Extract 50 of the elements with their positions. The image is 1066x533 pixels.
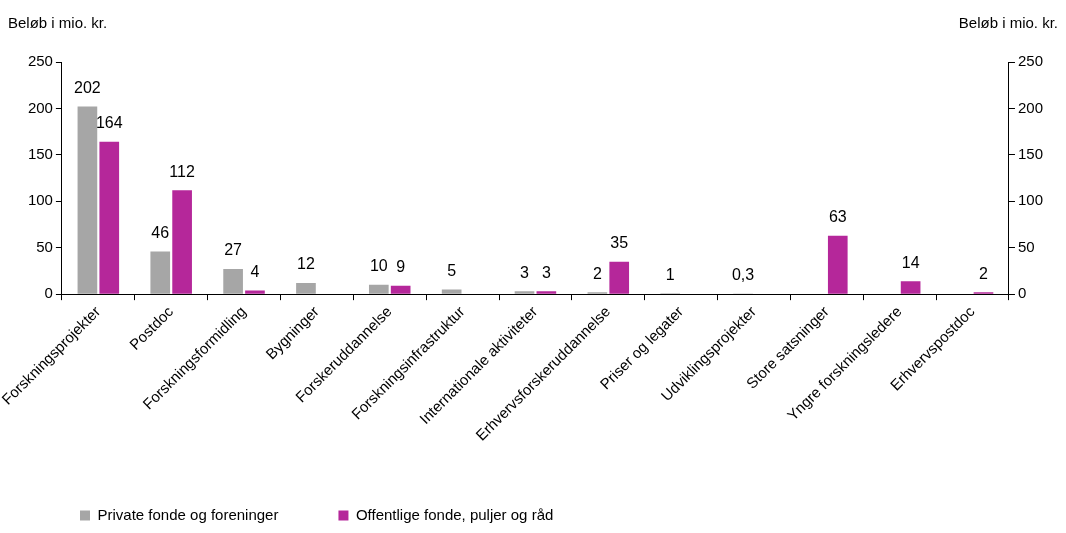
- data-label: 4: [250, 262, 260, 280]
- bar: [172, 190, 192, 294]
- bar: [99, 141, 120, 294]
- y-tick-label: 250: [27, 52, 53, 70]
- data-label: 27: [224, 241, 243, 259]
- bar: [609, 261, 630, 294]
- y2-tick-label: 150: [1017, 145, 1043, 162]
- bar: [223, 269, 243, 294]
- y2-tick-label: 50: [1017, 237, 1035, 255]
- y-tick-label: 100: [27, 191, 53, 209]
- y2-tick-label: 0: [1017, 284, 1027, 302]
- y-tick-label: 50: [36, 237, 53, 255]
- data-label: 14: [901, 253, 920, 271]
- legend-label: Offentlige fonde, puljer og råd: [355, 505, 554, 523]
- data-label: 2: [979, 264, 989, 282]
- bar: [390, 285, 411, 294]
- data-label: 5: [447, 261, 457, 279]
- y2-axis-title: Beløb i mio. kr.: [958, 14, 1058, 31]
- data-label: 3: [541, 263, 551, 281]
- y-axis-title: Beløb i mio. kr.: [8, 14, 108, 31]
- bar: [150, 251, 171, 294]
- y2-tick-label: 100: [1017, 191, 1043, 209]
- y-tick-label: 0: [44, 284, 53, 302]
- y-tick-label: 150: [27, 145, 53, 162]
- bar: [245, 290, 265, 294]
- data-label: 35: [610, 234, 629, 252]
- data-label: 12: [297, 255, 315, 273]
- data-label: 1: [665, 265, 675, 283]
- bar: [368, 284, 389, 294]
- y-tick-label: 200: [27, 98, 53, 116]
- data-label: 63: [828, 208, 847, 226]
- bar: [900, 281, 921, 294]
- data-label: 112: [169, 162, 195, 180]
- data-label: 10: [369, 257, 388, 275]
- data-label: 2: [592, 264, 602, 282]
- bar: [827, 235, 848, 294]
- bar: [536, 291, 557, 294]
- bar: [296, 283, 316, 294]
- data-label: 164: [95, 114, 123, 132]
- data-label: 9: [396, 258, 406, 276]
- data-label: 3: [520, 263, 530, 281]
- y2-tick-label: 200: [1017, 98, 1043, 116]
- bar: [514, 291, 535, 294]
- data-label: 46: [151, 223, 170, 241]
- bar: [441, 289, 462, 294]
- data-label: 0,3: [731, 266, 755, 284]
- y2-tick-label: 250: [1017, 52, 1043, 70]
- data-label: 202: [74, 78, 101, 96]
- bar: [77, 106, 98, 294]
- legend-label: Private fonde og foreninger: [97, 505, 279, 523]
